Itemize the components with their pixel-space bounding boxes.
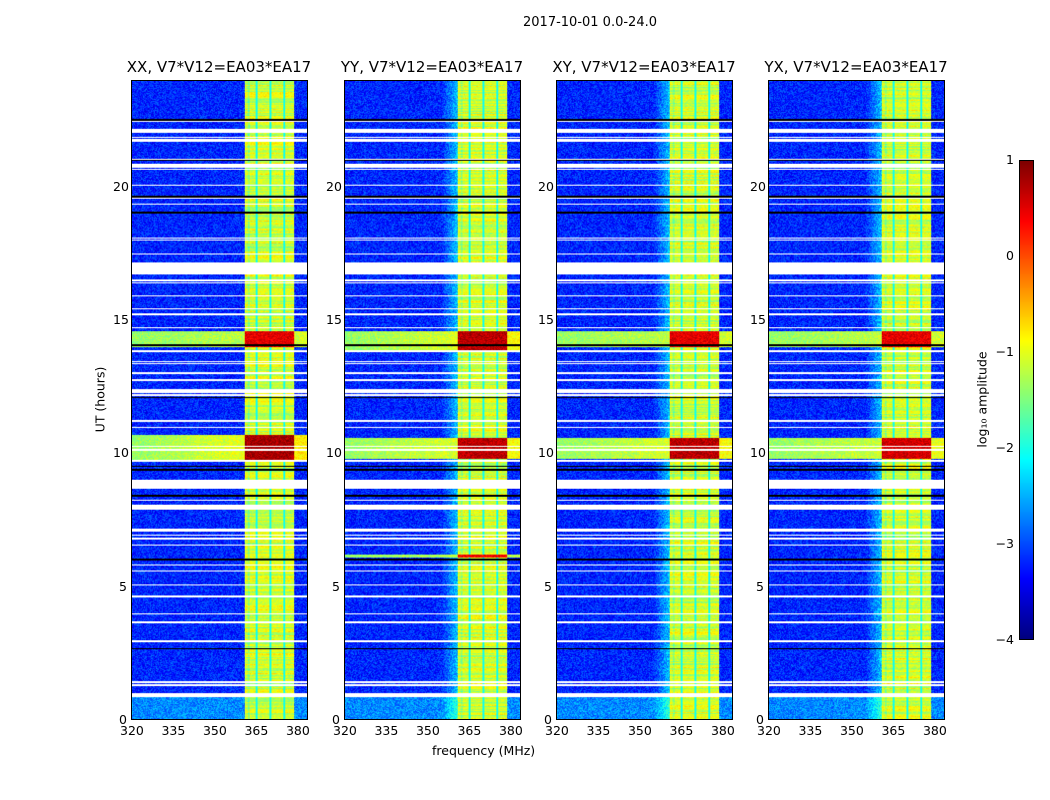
y-tick-label: 10 bbox=[538, 445, 554, 461]
x-tick-label: 365 bbox=[457, 723, 482, 738]
x-tick-label: 380 bbox=[285, 723, 310, 738]
x-tick-label: 320 bbox=[757, 723, 781, 738]
y-tick-label: 20 bbox=[113, 178, 129, 194]
x-tick-label: 350 bbox=[839, 723, 864, 738]
colorbar-tick-label: −2 bbox=[995, 440, 1014, 455]
y-tick-label: 5 bbox=[119, 578, 127, 594]
colorbar-tick-label: −1 bbox=[995, 344, 1014, 359]
heatmap-panel bbox=[131, 80, 308, 720]
x-tick-label: 365 bbox=[244, 723, 269, 738]
x-tick-label: 320 bbox=[120, 723, 144, 738]
heatmap-panel bbox=[556, 80, 733, 720]
x-tick-label: 380 bbox=[922, 723, 947, 738]
panel-title: XX, V7*V12=EA03*EA17 bbox=[126, 58, 312, 76]
y-tick-label: 15 bbox=[538, 312, 554, 327]
x-tick-label: 335 bbox=[161, 723, 186, 738]
y-tick-label: 15 bbox=[113, 312, 129, 327]
heatmap-panel bbox=[768, 80, 945, 720]
x-tick-label: 335 bbox=[798, 723, 823, 738]
colorbar-tick-label: −4 bbox=[995, 632, 1014, 647]
y-tick-label: 10 bbox=[750, 445, 766, 461]
colorbar-tick-label: 1 bbox=[1006, 152, 1014, 167]
colorbar-label: log₁₀ amplitude bbox=[974, 351, 990, 448]
y-tick-label: 10 bbox=[326, 445, 342, 461]
x-tick-label: 350 bbox=[202, 723, 227, 738]
heatmap-image bbox=[132, 81, 307, 719]
x-tick-label: 365 bbox=[881, 723, 906, 738]
x-tick-label: 320 bbox=[333, 723, 357, 738]
x-tick-label: 320 bbox=[545, 723, 569, 738]
x-tick-label: 350 bbox=[627, 723, 652, 738]
y-tick-label: 0 bbox=[544, 712, 552, 727]
heatmap-panel bbox=[344, 80, 521, 720]
x-tick-label: 380 bbox=[710, 723, 735, 738]
heatmap-image bbox=[345, 81, 520, 719]
y-tick-label: 0 bbox=[119, 712, 127, 727]
panel-title: XY, V7*V12=EA03*EA17 bbox=[552, 58, 736, 76]
y-tick-label: 0 bbox=[332, 712, 340, 727]
y-tick-label: 5 bbox=[544, 578, 552, 594]
colorbar-gradient bbox=[1020, 161, 1033, 639]
y-tick-label: 10 bbox=[113, 445, 129, 461]
y-tick-label: 20 bbox=[750, 178, 766, 194]
colorbar-tick-label: −3 bbox=[995, 536, 1014, 551]
y-tick-label: 15 bbox=[326, 312, 342, 327]
y-tick-label: 5 bbox=[756, 578, 764, 594]
x-tick-label: 350 bbox=[415, 723, 440, 738]
panel-title: YY, V7*V12=EA03*EA17 bbox=[340, 58, 524, 76]
y-axis-label: UT (hours) bbox=[92, 366, 108, 433]
y-tick-label: 5 bbox=[332, 578, 340, 594]
panel-title: YX, V7*V12=EA03*EA17 bbox=[764, 58, 948, 76]
y-tick-label: 0 bbox=[756, 712, 764, 727]
y-tick-label: 15 bbox=[750, 312, 766, 327]
colorbar-tick-label: 0 bbox=[1006, 248, 1014, 263]
x-axis-label: frequency (MHz) bbox=[432, 743, 536, 758]
x-tick-label: 335 bbox=[586, 723, 611, 738]
heatmap-image bbox=[769, 81, 944, 719]
x-tick-label: 365 bbox=[669, 723, 694, 738]
figure-title: 2017-10-01 0.0-24.0 bbox=[523, 15, 657, 30]
y-tick-label: 20 bbox=[538, 178, 554, 194]
x-tick-label: 380 bbox=[498, 723, 523, 738]
colorbar bbox=[1019, 160, 1034, 640]
x-tick-label: 335 bbox=[374, 723, 399, 738]
heatmap-image bbox=[557, 81, 732, 719]
y-tick-label: 20 bbox=[326, 178, 342, 194]
